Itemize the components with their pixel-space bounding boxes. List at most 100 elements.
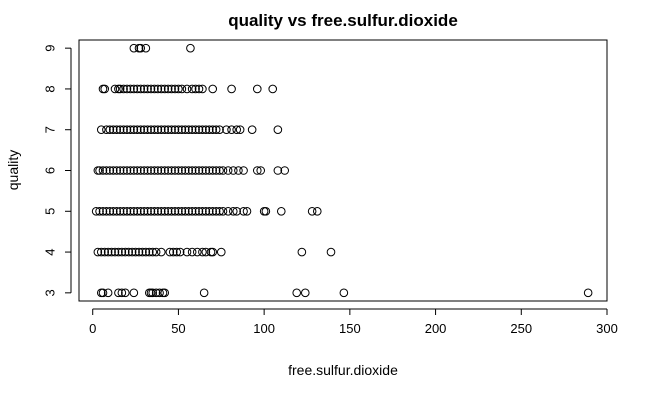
data-point [194, 84, 204, 94]
data-point [95, 206, 104, 216]
data-point [153, 206, 163, 216]
data-point [208, 166, 218, 175]
data-point [177, 206, 187, 216]
data-point [215, 125, 224, 135]
data-point [235, 125, 245, 135]
data-point [115, 206, 125, 216]
data-point [223, 166, 233, 175]
x-tick-label: 0 [89, 321, 96, 336]
data-point [126, 84, 135, 94]
data-point [122, 166, 132, 175]
data-point [150, 206, 159, 216]
data-point [132, 125, 142, 135]
data-point [102, 166, 111, 175]
data-point [204, 206, 214, 216]
data-point [218, 206, 228, 216]
data-point [119, 84, 128, 94]
data-point [112, 166, 122, 175]
data-point [211, 125, 221, 135]
data-point [148, 288, 158, 298]
data-point [199, 288, 209, 298]
data-point [242, 206, 252, 216]
data-point [115, 84, 125, 94]
data-point [208, 84, 218, 94]
data-point [215, 206, 224, 216]
data-points [91, 43, 593, 298]
data-point [100, 84, 110, 94]
data-point [198, 247, 207, 257]
data-point [187, 125, 197, 135]
data-point [204, 166, 214, 175]
data-point [300, 288, 310, 298]
data-point [115, 125, 125, 135]
data-point [273, 125, 283, 135]
data-point [146, 166, 156, 175]
data-point [182, 84, 192, 94]
data-point [139, 206, 149, 216]
data-point [156, 84, 166, 94]
data-point [102, 206, 111, 216]
data-point [180, 125, 190, 135]
data-point [583, 288, 593, 298]
data-point [96, 247, 106, 257]
data-point [143, 166, 152, 175]
data-point [163, 166, 173, 175]
data-point [180, 166, 190, 175]
data-point [143, 125, 152, 135]
data-point [126, 206, 135, 216]
data-point [127, 247, 137, 257]
data-point [326, 247, 336, 257]
data-point [194, 206, 204, 216]
data-point [119, 125, 128, 135]
data-point [107, 247, 116, 257]
data-point [98, 206, 108, 216]
data-point [167, 125, 176, 135]
data-point [201, 166, 211, 175]
y-tick-label: 9 [42, 45, 57, 52]
data-point [239, 206, 248, 216]
data-point [126, 166, 135, 175]
data-point [280, 166, 290, 175]
data-point [155, 288, 164, 298]
data-point [136, 84, 146, 94]
data-point [191, 166, 200, 175]
data-point [174, 84, 183, 94]
data-point [141, 247, 151, 257]
data-point [218, 166, 228, 175]
data-point [184, 125, 194, 135]
data-point [191, 206, 200, 216]
data-point [170, 166, 180, 175]
data-point [292, 288, 302, 298]
data-point [192, 247, 202, 257]
x-axis-label: free.sulfur.dioxide [288, 362, 398, 378]
data-point [156, 125, 166, 135]
data-point [211, 206, 221, 216]
data-point [223, 206, 233, 216]
data-point [129, 206, 139, 216]
x-tick-label: 50 [171, 321, 185, 336]
data-point [131, 247, 140, 257]
data-point [177, 125, 187, 135]
data-point [198, 166, 207, 175]
data-point [177, 84, 187, 94]
data-point [170, 84, 180, 94]
y-tick-label: 4 [42, 248, 57, 255]
data-point [208, 206, 218, 216]
y-tick-label: 3 [42, 289, 57, 296]
data-point [163, 84, 173, 94]
data-point [194, 166, 204, 175]
data-point [187, 166, 197, 175]
chart-title: quality vs free.sulfur.dioxide [228, 11, 458, 30]
data-point [252, 84, 262, 94]
plot-frame [78, 39, 608, 302]
data-point [215, 166, 224, 175]
data-point [228, 206, 238, 216]
data-point [312, 206, 322, 216]
data-point [232, 125, 242, 135]
data-point [136, 166, 146, 175]
data-point [129, 43, 139, 53]
data-point [139, 84, 149, 94]
data-point [132, 166, 142, 175]
data-point [114, 247, 123, 257]
